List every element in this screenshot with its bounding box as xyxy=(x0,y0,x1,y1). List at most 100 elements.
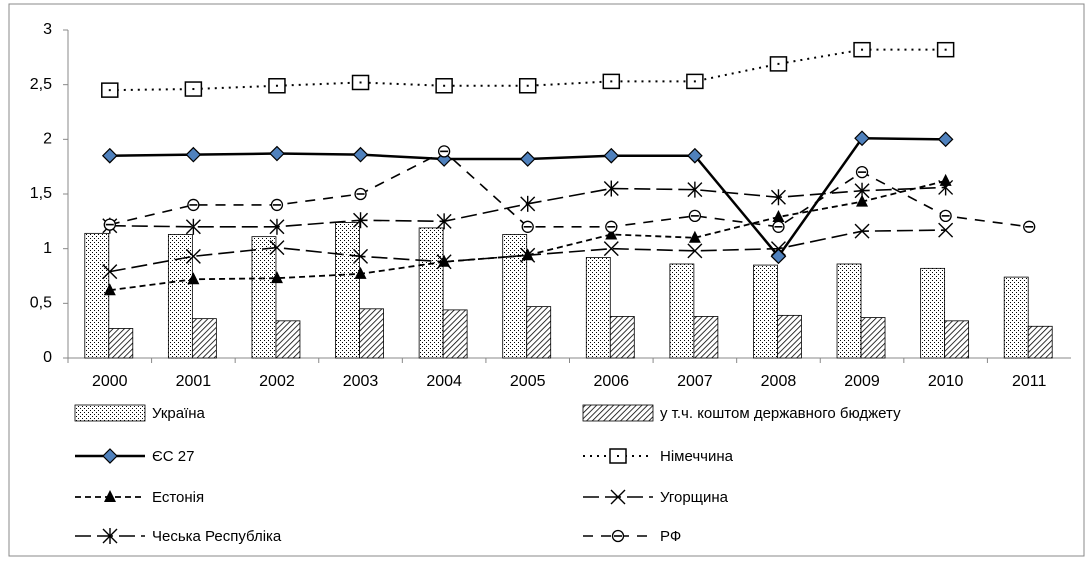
marker xyxy=(772,220,785,233)
bar xyxy=(1027,325,1053,359)
bar xyxy=(860,317,886,359)
x-tick-label: 2011 xyxy=(1012,373,1047,390)
marker xyxy=(603,147,620,164)
marker xyxy=(104,490,116,502)
marker xyxy=(687,147,703,164)
marker-x xyxy=(185,248,201,264)
marker xyxy=(770,189,786,206)
marker xyxy=(102,264,118,280)
bar xyxy=(669,263,695,359)
marker-triangle xyxy=(187,272,200,285)
marker xyxy=(1023,220,1036,233)
marker xyxy=(688,230,701,243)
marker-dot xyxy=(275,84,278,87)
marker xyxy=(603,180,619,197)
marker xyxy=(269,240,285,256)
legend-label: Україна xyxy=(152,405,206,422)
marker-diamond xyxy=(519,151,536,167)
marker xyxy=(611,529,625,543)
marker xyxy=(610,489,626,505)
y-tick-label: 0 xyxy=(43,349,52,366)
marker-triangle xyxy=(103,283,116,296)
marker xyxy=(437,145,451,158)
y-tick-label: 0,5 xyxy=(30,295,52,312)
marker xyxy=(435,78,453,94)
bar xyxy=(1003,276,1029,359)
marker xyxy=(519,151,536,167)
legend-label: Естонія xyxy=(152,489,204,506)
marker xyxy=(185,248,201,264)
marker-dot xyxy=(610,80,613,83)
legend-swatch xyxy=(582,404,654,422)
marker xyxy=(854,182,870,199)
bar xyxy=(836,263,862,359)
marker xyxy=(688,209,702,223)
marker xyxy=(185,146,202,163)
marker-diamond xyxy=(352,146,369,163)
marker xyxy=(609,448,627,464)
bar xyxy=(418,227,444,359)
marker xyxy=(939,209,952,223)
marker-dot xyxy=(617,455,619,457)
legend-label: у т.ч. коштом державного бюджету xyxy=(660,405,901,422)
x-tick-label: 2009 xyxy=(844,373,880,390)
y-tick-label: 1 xyxy=(43,240,52,257)
marker-dot xyxy=(359,81,362,84)
marker-triangle xyxy=(772,209,785,222)
marker xyxy=(936,41,955,58)
marker xyxy=(353,248,369,264)
marker-x xyxy=(436,254,452,270)
marker xyxy=(185,218,201,235)
bar xyxy=(251,236,277,359)
marker-dot xyxy=(693,80,696,83)
marker-diamond xyxy=(101,147,118,164)
bar xyxy=(84,232,110,359)
legend-label: РФ xyxy=(660,528,681,545)
marker xyxy=(602,73,621,90)
marker xyxy=(856,194,869,207)
bar xyxy=(693,316,719,359)
bar xyxy=(609,316,635,359)
marker-dot xyxy=(861,48,864,51)
marker-triangle xyxy=(856,194,869,207)
marker-x xyxy=(610,489,626,505)
marker xyxy=(686,73,704,90)
bar xyxy=(920,267,946,359)
marker xyxy=(102,448,118,464)
marker xyxy=(938,222,954,238)
marker xyxy=(518,78,537,94)
bar xyxy=(777,314,802,359)
marker xyxy=(438,254,451,267)
marker xyxy=(687,243,703,259)
legend-label: Чеська Республіка xyxy=(152,528,282,545)
marker xyxy=(353,212,369,229)
marker-dot xyxy=(192,88,195,91)
y-tick-label: 2,5 xyxy=(30,76,52,93)
y-tick-label: 3 xyxy=(43,21,52,38)
marker xyxy=(938,179,954,196)
marker-diamond xyxy=(687,147,703,164)
marker xyxy=(187,272,200,285)
marker-x xyxy=(938,222,954,238)
marker xyxy=(603,241,619,257)
marker xyxy=(102,528,118,544)
x-tick-label: 2005 xyxy=(510,373,546,390)
marker-x xyxy=(269,240,285,256)
x-tick-label: 2001 xyxy=(176,373,212,390)
bar xyxy=(585,257,611,359)
marker-triangle xyxy=(605,227,618,240)
x-tick-label: 2008 xyxy=(761,373,797,390)
marker xyxy=(605,227,618,240)
marker-dot xyxy=(443,84,446,87)
marker-diamond xyxy=(185,146,202,163)
legend-label: ЄС 27 xyxy=(152,448,194,465)
marker-dot xyxy=(108,89,111,92)
y-tick-label: 1,5 xyxy=(30,185,52,202)
bar xyxy=(108,328,134,359)
bar xyxy=(335,222,360,359)
marker xyxy=(769,56,788,72)
bar xyxy=(359,308,384,359)
marker xyxy=(268,78,286,94)
marker-triangle xyxy=(438,254,451,267)
